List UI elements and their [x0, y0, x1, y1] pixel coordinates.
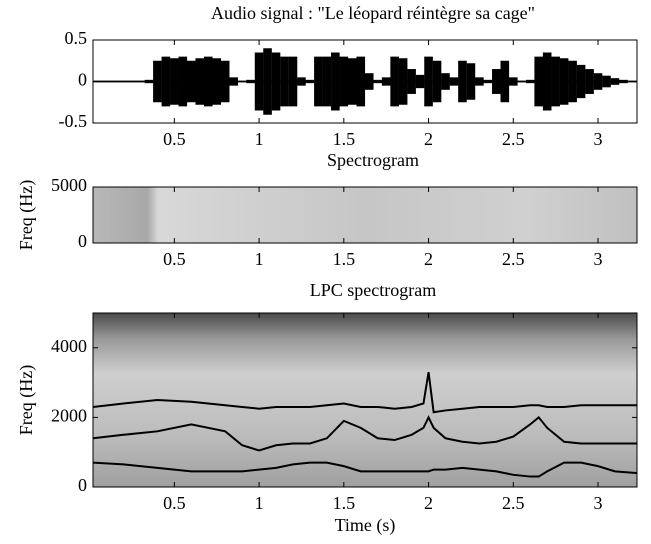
y-tick-label: 0: [78, 475, 87, 495]
y-axis-label: Freq (Hz): [16, 365, 37, 435]
y-tick-label: -0.5: [59, 111, 88, 131]
x-tick-label: 2.5: [502, 129, 525, 149]
x-tick-label: 1.5: [333, 249, 356, 269]
x-tick-label: 2: [424, 493, 433, 513]
y-tick-label: 0: [78, 70, 87, 90]
formant-line: [93, 461, 637, 478]
y-tick-label: 5000: [51, 175, 87, 195]
y-tick-label: 0.5: [65, 28, 88, 48]
x-tick-label: 3: [594, 493, 603, 513]
formant-line: [93, 371, 637, 414]
y-axis-label: Freq (Hz): [16, 180, 37, 250]
x-tick-label: 1.5: [333, 129, 356, 149]
chart-title: Audio signal : "Le léopard réintègre sa …: [211, 3, 535, 23]
y-tick-label: 0: [78, 231, 87, 251]
x-tick-label: 0.5: [163, 249, 186, 269]
lpc-spectrogram-image: [93, 313, 637, 487]
axes-box: [92, 186, 638, 244]
chart-title: Spectrogram: [327, 150, 419, 170]
x-tick-label: 1: [255, 129, 264, 149]
y-tick-label: 4000: [51, 336, 87, 356]
x-tick-label: 2: [424, 249, 433, 269]
chart-title: LPC spectrogram: [310, 280, 436, 300]
y-tick-label: 2000: [51, 406, 87, 426]
x-tick-label: 2.5: [502, 493, 525, 513]
x-tick-label: 2.5: [502, 249, 525, 269]
x-tick-label: 2: [424, 129, 433, 149]
formant-tracks: [93, 371, 637, 478]
x-tick-label: 1: [255, 493, 264, 513]
x-tick-label: 0.5: [163, 493, 186, 513]
formant-line: [93, 415, 637, 452]
axes-box: [92, 312, 638, 488]
x-tick-label: 3: [594, 129, 603, 149]
spectrogram-image: [93, 187, 637, 243]
x-tick-label: 0.5: [163, 129, 186, 149]
x-tick-label: 3: [594, 249, 603, 269]
x-axis-label: Time (s): [335, 515, 396, 536]
x-tick-label: 1.5: [333, 493, 356, 513]
x-tick-label: 1: [255, 249, 264, 269]
